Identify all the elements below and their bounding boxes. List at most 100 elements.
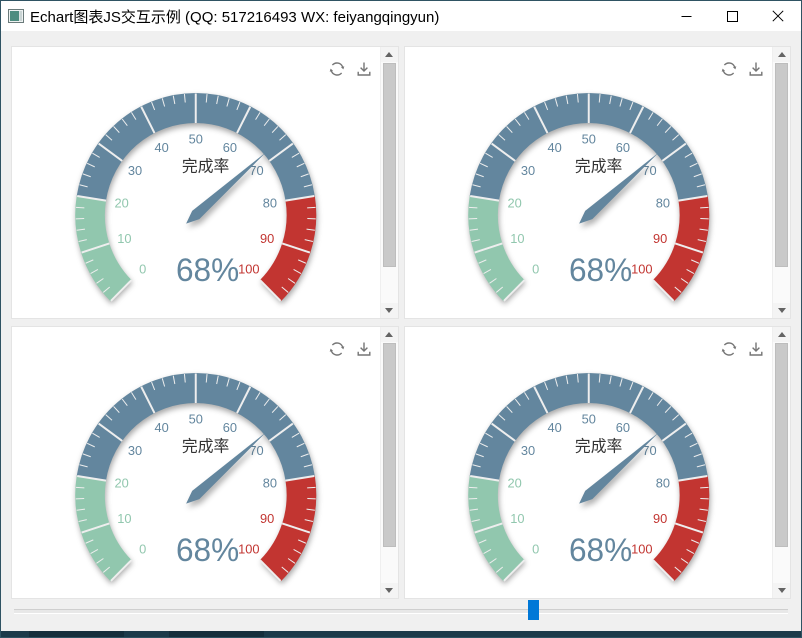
slider-handle[interactable] [527,600,539,620]
vertical-scrollbar[interactable] [772,327,790,598]
maximize-button[interactable] [709,1,755,31]
svg-text:0: 0 [532,261,539,276]
slider-track[interactable] [14,609,788,614]
scroll-up-button[interactable] [773,47,790,62]
svg-text:60: 60 [615,420,629,435]
chart-area: 0 10 20 30 40 50 60 70 80 90 100 完成率 68% [12,47,380,318]
svg-text:60: 60 [223,140,237,155]
scrollbar-thumb[interactable] [382,63,396,267]
vertical-scrollbar[interactable] [772,47,790,318]
svg-text:90: 90 [653,231,667,246]
chart-area: 0 10 20 30 40 50 60 70 80 90 100 完成率 68% [405,327,773,598]
svg-text:90: 90 [653,511,667,526]
triangle-down-icon [777,588,786,593]
refresh-button[interactable] [328,60,346,78]
svg-text:40: 40 [155,140,169,155]
svg-text:30: 30 [128,443,142,458]
save-image-button[interactable] [355,60,373,78]
gauge-value: 68% [568,252,631,288]
maximize-icon [726,10,738,22]
scrollbar-thumb[interactable] [382,343,396,547]
scroll-down-button[interactable] [380,583,398,598]
gauge-needle [186,152,267,224]
scrollbar-thumb[interactable] [775,343,788,547]
scroll-up-button[interactable] [380,47,398,62]
svg-text:10: 10 [117,231,131,246]
gauge-title: 完成率 [182,437,229,455]
triangle-up-icon [777,52,786,57]
triangle-down-icon [777,308,786,313]
svg-text:30: 30 [520,443,534,458]
close-icon [772,10,784,22]
download-icon [357,342,371,356]
svg-text:70: 70 [642,443,656,458]
taskbar-strip [1,631,801,637]
svg-text:80: 80 [655,196,669,211]
svg-text:80: 80 [263,196,277,211]
gauge-value: 68% [568,532,631,568]
svg-text:40: 40 [547,420,561,435]
svg-text:20: 20 [507,476,521,491]
gauge-title: 完成率 [574,437,621,455]
window-title: Echart图表JS交互示例 (QQ: 517216493 WX: feiyan… [30,8,440,26]
scroll-down-button[interactable] [773,303,790,318]
scrollbar-thumb[interactable] [775,63,788,267]
triangle-up-icon [385,332,393,337]
svg-text:50: 50 [189,131,203,146]
svg-text:20: 20 [114,196,128,211]
svg-text:30: 30 [128,163,142,178]
gauge-needle [186,432,267,504]
refresh-icon [721,62,737,76]
triangle-down-icon [385,308,393,313]
gauge-value: 68% [176,532,239,568]
svg-text:100: 100 [631,261,652,276]
taskbar-item [29,631,124,637]
scroll-up-button[interactable] [773,327,790,342]
download-icon [749,62,763,76]
svg-text:0: 0 [532,541,539,556]
download-icon [357,62,371,76]
gauge-title: 完成率 [182,157,229,175]
panel-grid: 0 10 20 30 40 50 60 70 80 90 100 完成率 68% [11,46,791,599]
gauge-panel-4: 0 10 20 30 40 50 60 70 80 90 100 完成率 68% [403,326,791,599]
svg-text:20: 20 [114,476,128,491]
titlebar[interactable]: Echart图表JS交互示例 (QQ: 517216493 WX: feiyan… [1,1,801,31]
refresh-button[interactable] [328,340,346,358]
refresh-button[interactable] [720,60,738,78]
vertical-scrollbar[interactable] [379,327,398,598]
gauge-panel-1: 0 10 20 30 40 50 60 70 80 90 100 完成率 68% [11,46,399,319]
triangle-up-icon [385,52,393,57]
minimize-icon [681,15,691,17]
svg-text:70: 70 [642,163,656,178]
client-area: 0 10 20 30 40 50 60 70 80 90 100 完成率 68% [2,32,800,631]
svg-text:80: 80 [263,476,277,491]
gauge-needle [578,432,659,504]
svg-text:70: 70 [249,163,263,178]
minimize-button[interactable] [663,1,709,31]
svg-text:70: 70 [249,443,263,458]
gauge-needle [578,152,659,224]
horizontal-slider[interactable] [2,599,800,629]
refresh-button[interactable] [720,340,738,358]
scroll-down-button[interactable] [380,303,398,318]
svg-text:0: 0 [139,541,146,556]
save-image-button[interactable] [747,340,765,358]
svg-text:0: 0 [139,261,146,276]
scroll-down-button[interactable] [773,583,790,598]
svg-text:90: 90 [260,231,274,246]
save-image-button[interactable] [747,60,765,78]
scroll-up-button[interactable] [380,327,398,342]
chart-toolbox [720,60,765,78]
window-controls [663,1,801,31]
svg-text:50: 50 [581,131,595,146]
svg-text:80: 80 [655,476,669,491]
close-button[interactable] [755,1,801,31]
gauge-panel-2: 0 10 20 30 40 50 60 70 80 90 100 完成率 68% [403,46,791,319]
vertical-scrollbar[interactable] [379,47,398,318]
save-image-button[interactable] [355,340,373,358]
